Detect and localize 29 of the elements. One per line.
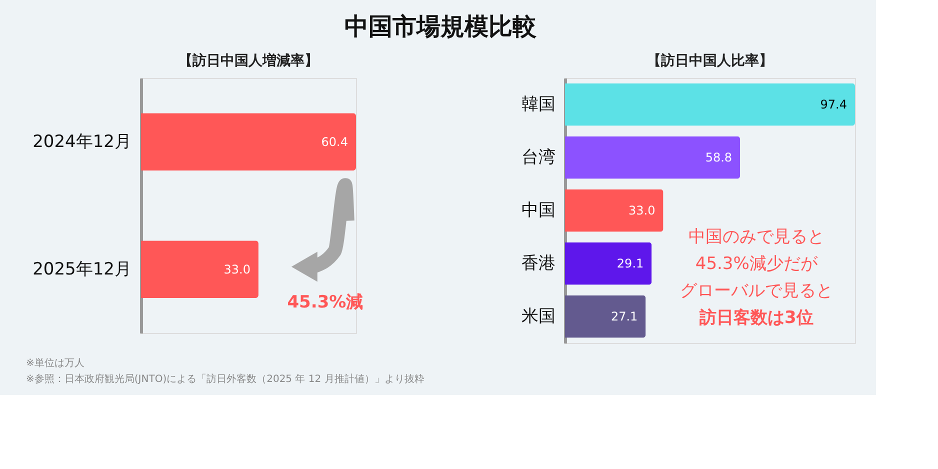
y-tick-label: 台湾 xyxy=(522,148,556,168)
text: ※単位は万人 xyxy=(26,357,84,369)
data-label: 58.8 xyxy=(705,150,732,164)
text: 中国市場規模比較 xyxy=(344,12,538,40)
data-label: 33.0 xyxy=(224,262,250,276)
y-tick-label: 香港 xyxy=(522,254,556,274)
y-tick-label: 米国 xyxy=(522,306,556,326)
text: ※参照：日本政府観光局(JNTO)による「訪日外客数（2025 年 12 月推計値）」より抜粋 xyxy=(26,373,424,385)
annotation: 中国のみで見ると xyxy=(688,227,824,247)
y-tick-label: 中国 xyxy=(522,200,556,220)
data-label: 27.1 xyxy=(610,310,638,324)
y-tick-label: 2025年12月 xyxy=(32,259,132,280)
y-tick-label: 韓国 xyxy=(522,94,556,114)
bar xyxy=(565,189,664,232)
bar xyxy=(565,295,646,338)
annotation: 45.3%減 xyxy=(287,292,364,312)
bar xyxy=(565,242,652,285)
data-label: 60.4 xyxy=(321,134,348,149)
data-label: 33.0 xyxy=(628,204,656,218)
chart-subtitle: 【訪日中国人比率】 xyxy=(647,52,773,69)
bar xyxy=(565,136,740,179)
bar xyxy=(565,83,855,126)
y-tick-label: 2024年12月 xyxy=(32,132,132,152)
annotation: 訪日客数は3位 xyxy=(698,308,814,328)
annotation: グローバルで見ると xyxy=(680,281,833,301)
annotation: 45.3%減少だが xyxy=(695,254,818,274)
data-label: 97.4 xyxy=(820,98,847,112)
chart-subtitle: 【訪日中国人増減率】 xyxy=(178,52,318,69)
data-label: 29.1 xyxy=(616,256,644,270)
